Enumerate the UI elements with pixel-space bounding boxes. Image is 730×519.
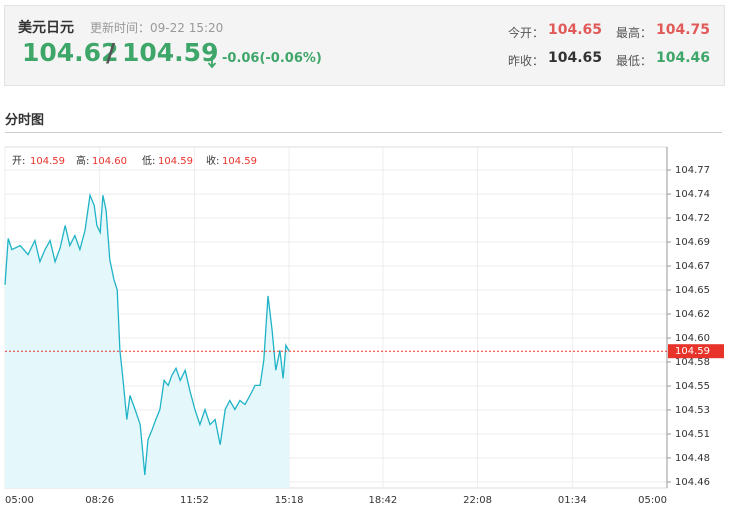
y-tick-label: 104.46 bbox=[675, 477, 710, 488]
info-value: 104.59 bbox=[158, 156, 193, 167]
low-value: 104.46 bbox=[656, 50, 711, 66]
change: -0.06(-0.06%) bbox=[222, 51, 322, 66]
x-tick-label: 15:18 bbox=[275, 495, 304, 506]
separator: / bbox=[106, 38, 116, 67]
plot bbox=[4, 147, 668, 489]
prev-value: 104.65 bbox=[548, 50, 603, 66]
price-line bbox=[4, 192, 290, 475]
last-price-label: 104.59 bbox=[675, 346, 710, 357]
info-label: 收: bbox=[206, 154, 219, 167]
y-tick-label: 104.62 bbox=[675, 309, 710, 320]
info-value: 104.59 bbox=[30, 156, 65, 167]
update-value: 09-22 15:20 bbox=[150, 21, 224, 35]
y-tick-label: 104.67 bbox=[675, 261, 710, 272]
price-2: 104.59 bbox=[122, 38, 219, 67]
y-tick-label: 104.65 bbox=[675, 285, 710, 296]
x-tick-label: 11:52 bbox=[180, 495, 209, 506]
info-label: 开: bbox=[12, 156, 25, 167]
info-value: 104.60 bbox=[92, 156, 127, 167]
x-tick-label: 05:00 bbox=[5, 495, 34, 506]
y-tick-label: 104.77 bbox=[675, 165, 710, 176]
x-tick-label: 22:08 bbox=[463, 495, 492, 506]
section-rule bbox=[5, 132, 722, 133]
x-tick-label: 08:26 bbox=[85, 495, 114, 506]
info-label: 低: bbox=[142, 154, 155, 167]
open-value: 104.65 bbox=[548, 22, 603, 38]
info-value: 104.59 bbox=[222, 156, 257, 167]
y-tick-label: 104.60 bbox=[675, 333, 710, 344]
low-label: 最低： bbox=[616, 54, 653, 68]
x-tick-label: 18:42 bbox=[368, 495, 397, 506]
down-arrow bbox=[207, 56, 217, 69]
info-label: 高: bbox=[76, 154, 89, 167]
update-time: 更新时间：09-22 15:20 bbox=[90, 19, 223, 36]
y-tick-label: 104.51 bbox=[675, 429, 710, 440]
y-tick-label: 104.69 bbox=[675, 237, 710, 248]
x-tick-label: 05:00 bbox=[638, 495, 667, 506]
high-value: 104.75 bbox=[656, 22, 711, 38]
high-label: 最高： bbox=[616, 26, 653, 40]
y-tick-label: 104.72 bbox=[675, 213, 710, 224]
instrument-name: 美元日元 bbox=[18, 20, 74, 36]
update-label: 更新时间： bbox=[90, 21, 151, 35]
quote-header bbox=[4, 5, 725, 86]
last-price-box bbox=[668, 344, 724, 359]
y-tick-label: 104.55 bbox=[675, 381, 710, 392]
open-label: 今开： bbox=[508, 26, 545, 40]
section-title: 分时图 bbox=[5, 113, 45, 128]
y-tick-label: 104.58 bbox=[675, 357, 710, 368]
area bbox=[5, 195, 290, 489]
price: 104.62 bbox=[22, 38, 119, 67]
x-tick-label: 01:34 bbox=[558, 495, 587, 506]
y-tick-label: 104.53 bbox=[675, 405, 710, 416]
prev-label: 昨收： bbox=[508, 54, 545, 68]
y-tick-label: 104.48 bbox=[675, 453, 710, 464]
y-tick-label: 104.74 bbox=[675, 189, 710, 200]
